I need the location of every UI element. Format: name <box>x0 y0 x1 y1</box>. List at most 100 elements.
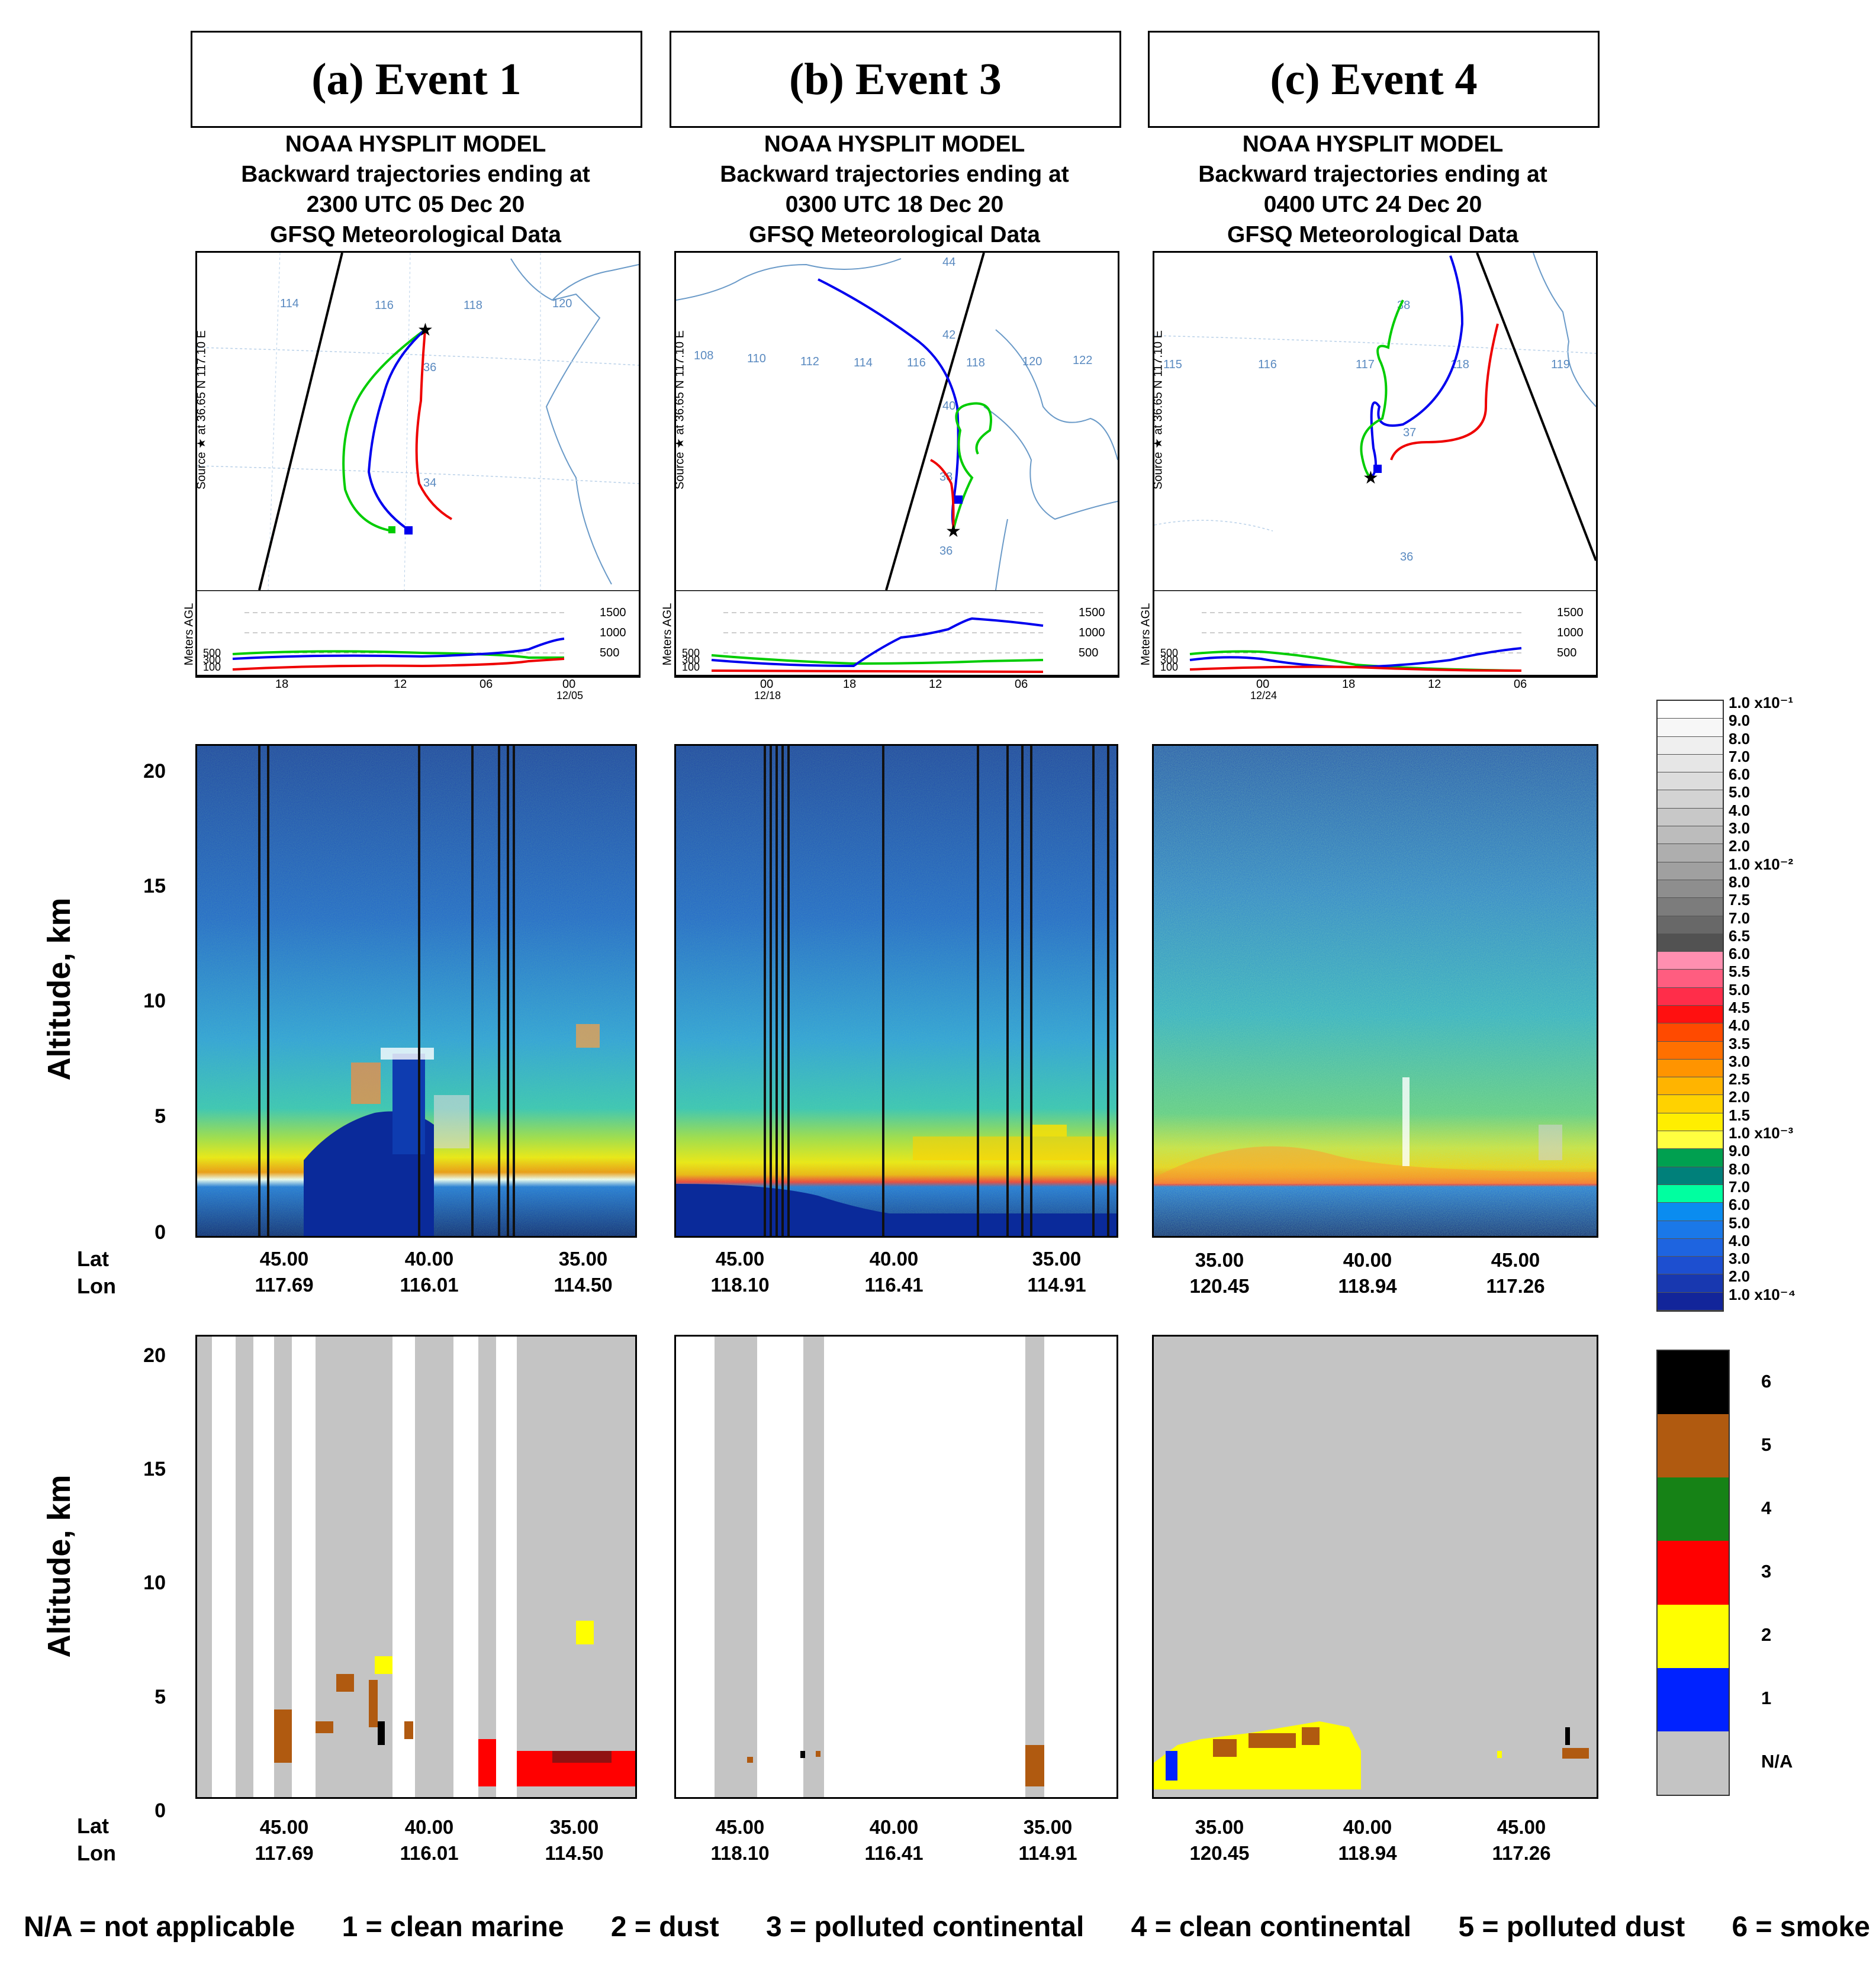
xtick-lon: 114.91 <box>1018 1842 1077 1864</box>
lon-label: Lon <box>77 1274 116 1298</box>
map-label: 36 <box>1400 550 1413 564</box>
event-title-b: (b) Event 3 <box>670 31 1121 128</box>
hysplit-title-b: NOAA HYSPLIT MODEL Backward trajectories … <box>720 131 1069 247</box>
trajectory-green <box>1360 300 1404 479</box>
ytick: 15 <box>143 1458 166 1480</box>
time-tick: 18 <box>275 678 289 691</box>
colorbar-label: 5.0 <box>1729 1213 1750 1232</box>
lon-label: Lon <box>77 1841 116 1865</box>
source-label-b: Source ★ at 36.65 N 117.10 E <box>673 330 687 490</box>
agl-tick: 300 <box>682 654 700 666</box>
agl-tick: 500 <box>1160 647 1178 659</box>
ytick: 0 <box>155 1799 166 1822</box>
ytick: 0 <box>155 1221 166 1244</box>
colorbar-label: 8.0 <box>1729 1160 1750 1178</box>
agl-tick: 100 <box>682 661 700 673</box>
colorbar-label: 1.0 x10⁻² <box>1729 855 1794 873</box>
ytick: 15 <box>143 875 166 897</box>
time-tick: 00 <box>1256 678 1270 691</box>
agl-tick: 1500 <box>600 606 626 619</box>
xtick-lat: 45.00 <box>259 1816 309 1838</box>
map-label: 36 <box>939 545 953 558</box>
legend-swatch <box>1658 1414 1729 1478</box>
colorbar-swatch <box>1658 1238 1723 1257</box>
colorbar-label: 5.0 <box>1729 783 1750 801</box>
colorbar-swatch <box>1658 1221 1723 1239</box>
map-label: 44 <box>942 256 955 269</box>
colorbar-label: 2.0 <box>1729 837 1750 855</box>
legend-swatch <box>1658 1667 1729 1731</box>
legend-label: 1 <box>1761 1688 1772 1709</box>
colorbar-swatch <box>1658 1203 1723 1221</box>
legend-na: N/A = not applicable <box>24 1911 295 1943</box>
map-label: 108 <box>694 349 713 362</box>
legend-2: 2 = dust <box>610 1911 719 1943</box>
colorbar-swatch <box>1658 736 1723 755</box>
xtick-lon: 116.41 <box>864 1274 923 1296</box>
colorbar-swatch <box>1658 1292 1723 1311</box>
map-label: 37 <box>1403 426 1416 439</box>
colorbar-label: 2.0 <box>1729 1267 1750 1286</box>
colorbar-label: 2.5 <box>1729 1070 1750 1089</box>
time-tick: 18 <box>1342 678 1356 691</box>
colorbar-label: 1.0 x10⁻³ <box>1729 1124 1794 1142</box>
time-tick: 00 <box>760 678 774 691</box>
colorbar-label: 1.5 <box>1729 1106 1750 1124</box>
xtick-lat: 40.00 <box>404 1816 454 1838</box>
bottom-legend: N/A = not applicable 1 = clean marine 2 … <box>24 1911 1876 1943</box>
agl-tick: 1000 <box>1079 626 1105 639</box>
trajectory-blue <box>367 329 426 532</box>
colorbar-swatch <box>1658 719 1723 737</box>
colorbar-swatch <box>1658 1095 1723 1113</box>
legend-label: 5 <box>1761 1434 1772 1455</box>
legend-label: 4 <box>1761 1497 1772 1518</box>
xtick-lat: 40.00 <box>1343 1816 1392 1838</box>
colorbar-label: 7.0 <box>1729 909 1750 927</box>
trajectory-red <box>415 329 452 520</box>
colorbar-swatch <box>1658 933 1723 952</box>
xtick-lon: 118.10 <box>710 1274 770 1296</box>
time-tick: 06 <box>480 678 493 691</box>
colorbar-swatch <box>1658 1184 1723 1203</box>
colorbar-swatch <box>1658 1006 1723 1024</box>
agl-tick: 1000 <box>1557 626 1584 639</box>
hysplit-height-a: 1500 1000 500 500 300 100 <box>195 589 641 678</box>
colorbar-label: 9.0 <box>1729 711 1750 730</box>
time-tick: 00 <box>562 678 576 691</box>
map-label: 116 <box>1258 358 1277 371</box>
xtick-lon: 114.50 <box>554 1274 613 1296</box>
trajectory-blue <box>1369 255 1464 479</box>
colorbar-swatch <box>1658 1113 1723 1132</box>
time-axis-b: 00 18 12 06 12/18 <box>674 678 1116 701</box>
hysplit-map-b: 108 110 112 114 116 118 120 122 44 42 40… <box>674 251 1119 592</box>
legend-label: N/A <box>1761 1751 1793 1772</box>
aerosol-subtype-panel-b <box>674 1335 1118 1799</box>
xtick-lat: 35.00 <box>558 1248 608 1270</box>
legend-6: 6 = smoke <box>1732 1911 1870 1943</box>
map-label: 120 <box>552 297 572 310</box>
map-label: 122 <box>1073 354 1092 367</box>
colorbar-swatch <box>1658 987 1723 1006</box>
map-label: 116 <box>375 299 394 312</box>
xtick-lon: 116.01 <box>400 1274 459 1296</box>
colorbar-label: 5.5 <box>1729 962 1750 981</box>
map-label: 118 <box>464 299 482 312</box>
agl-tick: 300 <box>1160 654 1178 666</box>
time-axis-a: 18 12 06 00 12/05 <box>195 678 637 701</box>
trajectory-blue <box>818 278 960 526</box>
map-label: 110 <box>747 352 766 365</box>
agl-tick: 300 <box>203 654 221 666</box>
map-label: 38 <box>1397 299 1410 312</box>
xtick-lat: 35.00 <box>549 1816 599 1838</box>
colorbar-label: 3.5 <box>1729 1034 1750 1052</box>
backscatter-panel-b <box>674 744 1118 1238</box>
agl-tick: 1500 <box>1557 606 1584 619</box>
event-title-a: (a) Event 1 <box>191 31 642 128</box>
agl-tick: 100 <box>203 661 221 673</box>
xtick-lon: 118.10 <box>710 1842 770 1864</box>
xtick-lon: 116.41 <box>864 1842 923 1864</box>
lat-label: Lat <box>77 1814 109 1838</box>
map-label: 118 <box>966 356 985 369</box>
colorbar-label: 8.0 <box>1729 873 1750 891</box>
colorbar-swatch <box>1658 898 1723 916</box>
